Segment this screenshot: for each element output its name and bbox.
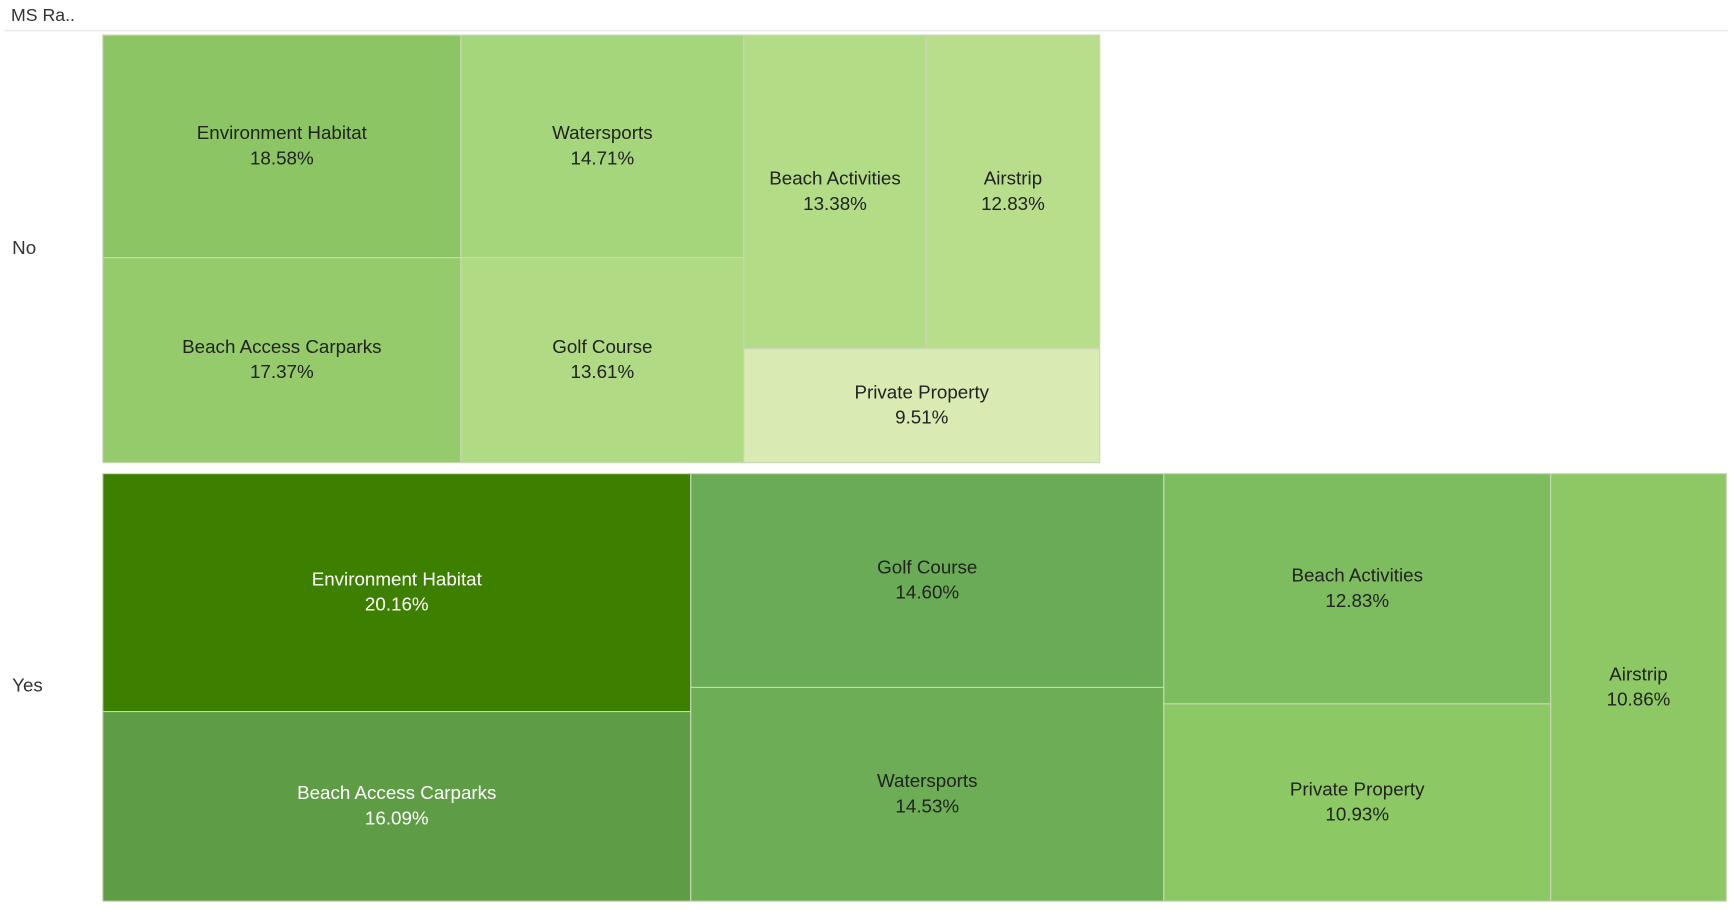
tile-value: 10.86% — [1607, 689, 1671, 710]
tile-label: Beach Activities — [1291, 565, 1423, 586]
tile-label: Golf Course — [877, 556, 977, 577]
tile-value: 10.93% — [1325, 804, 1389, 825]
tile — [1163, 703, 1552, 902]
tile-value: 14.71% — [571, 148, 635, 169]
tile — [690, 473, 1165, 688]
tile-value: 12.83% — [981, 193, 1045, 214]
tile — [690, 686, 1165, 902]
tile — [460, 257, 745, 464]
tile-label: Watersports — [877, 770, 978, 791]
tile — [102, 34, 462, 259]
tile-value: 14.53% — [895, 795, 959, 816]
tile-label: Watersports — [552, 122, 653, 143]
tile-value: 13.38% — [803, 193, 867, 214]
tile-label: Private Property — [1290, 778, 1425, 799]
tile-label: Environment Habitat — [312, 569, 483, 590]
tile-value: 17.37% — [250, 361, 314, 382]
tile-label: Airstrip — [984, 168, 1042, 189]
tile — [743, 348, 1101, 464]
tile — [925, 34, 1101, 350]
tile-value: 9.51% — [895, 407, 948, 428]
tile-value: 13.61% — [571, 361, 635, 382]
tile-label: Beach Access Carparks — [297, 782, 496, 803]
tile-value: 16.09% — [365, 808, 429, 829]
tile-value: 12.83% — [1325, 590, 1389, 611]
tile — [1163, 473, 1552, 705]
tile-value: 18.58% — [250, 148, 314, 169]
tile-label: Private Property — [854, 382, 989, 403]
row-label: No — [12, 237, 36, 258]
tile-label: Golf Course — [552, 336, 652, 357]
tile-label: Beach Activities — [769, 168, 901, 189]
tile-value: 14.60% — [895, 582, 959, 603]
tile — [1550, 473, 1727, 902]
row-label: Yes — [12, 674, 43, 695]
tile — [743, 34, 927, 350]
tile-label: Beach Access Carparks — [182, 336, 381, 357]
tile — [460, 34, 745, 259]
tile — [102, 711, 692, 902]
tile-value: 20.16% — [365, 594, 429, 615]
tile-label: Airstrip — [1609, 663, 1667, 684]
tile-label: Environment Habitat — [197, 122, 368, 143]
tile — [102, 257, 462, 464]
tile — [102, 473, 692, 713]
header: MS Ra.. — [11, 5, 75, 25]
